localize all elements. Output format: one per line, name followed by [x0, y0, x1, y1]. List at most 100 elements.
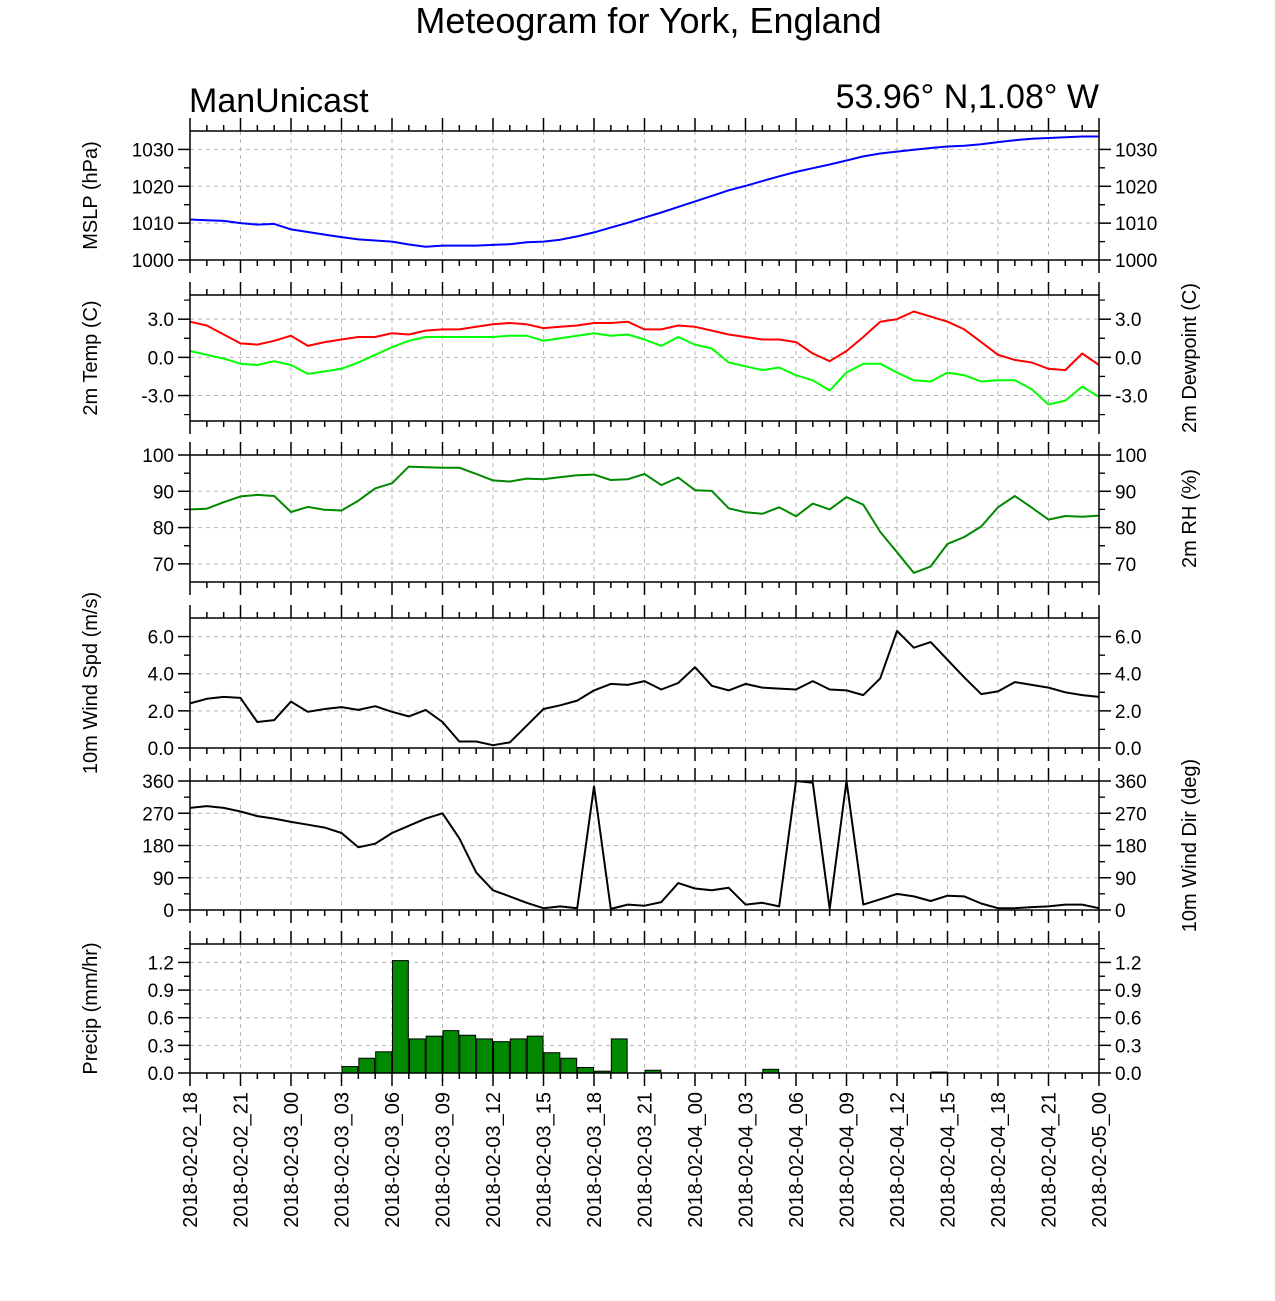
precip-bar — [610, 1038, 628, 1074]
precip-y-tick-label-right: 0.0 — [1115, 1064, 1141, 1085]
panel-wdir: 0 0 90 90 180 180 270 270 360 360 10m Wind Dir (de… — [142, 759, 1201, 932]
wdir-ylabel-right: 10m Wind Dir (deg) — [1179, 759, 1201, 932]
location-label: 53.96° N,1.08° W — [836, 78, 1099, 116]
rh-series-line-0 — [189, 465, 1100, 574]
mslp-y-tick-label-right: 1020 — [1115, 177, 1157, 198]
precip-ylabel-left: Precip (mm/hr) — [80, 942, 102, 1074]
wspd-y-tick-label-left: 6.0 — [148, 628, 174, 649]
x-tick-label: 2018-02-04_00 — [685, 1092, 707, 1228]
wspd-y-tick-label-left: 2.0 — [148, 702, 174, 723]
temp-y-tick-label-left: -3.0 — [141, 387, 174, 408]
rh-y-tick-label-right: 90 — [1115, 482, 1136, 503]
mslp-y-tick-label-left: 1000 — [132, 251, 174, 272]
wdir-y-tick-label-left: 180 — [142, 837, 174, 858]
x-tick-label: 2018-02-03_18 — [584, 1092, 606, 1228]
temp-y-tick-label-left: 3.0 — [148, 310, 174, 331]
precip-grid — [190, 944, 1099, 1073]
precip-bar — [543, 1052, 561, 1074]
wdir-y-tick-label-right: 180 — [1115, 837, 1147, 858]
precip-bar — [476, 1038, 493, 1074]
rh-y-tick-label-left: 100 — [142, 446, 174, 467]
rh-y-tick-label-left: 70 — [153, 555, 174, 576]
precip-bar — [577, 1066, 595, 1074]
precip-x-ticks — [189, 931, 1100, 1086]
x-tick-label: 2018-02-03_12 — [483, 1092, 505, 1228]
precip-y-tick-label-right: 1.2 — [1115, 953, 1141, 974]
temp-series-line-1 — [189, 332, 1100, 406]
x-tick-label: 2018-02-04_06 — [786, 1092, 808, 1228]
precip-y-tick-label-left: 0.0 — [148, 1064, 174, 1085]
temp-series-line-0 — [189, 310, 1100, 372]
x-tick-label: 2018-02-02_18 — [180, 1092, 202, 1228]
x-tick-label: 2018-02-03_15 — [534, 1092, 556, 1228]
x-tick-label: 2018-02-03_06 — [382, 1092, 404, 1228]
temp-grid — [190, 295, 1099, 421]
mslp-grid — [190, 131, 1099, 260]
mslp-y-tick-label-left: 1020 — [132, 177, 174, 198]
x-tick-label: 2018-02-03_09 — [433, 1092, 455, 1228]
x-tick-label: 2018-02-04_03 — [736, 1092, 758, 1228]
temp-y-tick-label-left: 0.0 — [148, 348, 174, 369]
wspd-y-tick-label-right: 2.0 — [1115, 702, 1141, 723]
x-tick-label: 2018-02-04_21 — [1039, 1092, 1061, 1228]
wdir-y-tick-label-right: 90 — [1115, 869, 1136, 890]
x-tick-label: 2018-02-04_09 — [837, 1092, 859, 1228]
precip-bar — [392, 960, 409, 1074]
x-tick-label: 2018-02-03_21 — [635, 1092, 657, 1228]
wdir-y-tick-label-right: 0 — [1115, 901, 1126, 922]
wdir-grid — [190, 781, 1099, 910]
x-tick-label: 2018-02-03_00 — [281, 1092, 303, 1228]
precip-y-tick-label-right: 0.9 — [1115, 981, 1141, 1002]
x-tick-label: 2018-02-04_18 — [988, 1092, 1010, 1228]
wdir-y-tick-label-left: 0 — [163, 901, 174, 922]
x-tick-label: 2018-02-02_21 — [231, 1092, 253, 1228]
precip-bar — [341, 1066, 359, 1074]
x-tick-label: 2018-02-03_03 — [332, 1092, 354, 1228]
mslp-y-tick-label-right: 1000 — [1115, 251, 1157, 272]
precip-y-tick-label-left: 1.2 — [148, 953, 174, 974]
wdir-y-tick-label-left: 360 — [142, 772, 174, 793]
precip-y-tick-label-left: 0.9 — [148, 981, 174, 1002]
wdir-y-tick-label-right: 270 — [1115, 804, 1147, 825]
precip-y-tick-label-left: 0.6 — [148, 1009, 174, 1030]
precip-y-tick-label-left: 0.3 — [148, 1036, 174, 1057]
precip-bar — [459, 1034, 477, 1074]
mslp-series-line-0 — [189, 135, 1099, 248]
precip-bar — [375, 1051, 392, 1074]
wspd-x-ticks — [189, 605, 1100, 761]
precip-bar — [509, 1038, 527, 1074]
wdir-x-ticks — [189, 768, 1100, 923]
temp-y-tick-label-right: 3.0 — [1115, 310, 1141, 331]
precip-bar — [560, 1057, 578, 1074]
wspd-y-tick-label-left: 0.0 — [148, 739, 174, 760]
wdir-y-tick-label-left: 90 — [153, 869, 174, 890]
model-label: ManUnicast — [189, 82, 369, 120]
x-tick-label: 2018-02-04_12 — [887, 1092, 909, 1228]
rh-y-tick-label-right: 80 — [1115, 519, 1136, 540]
panel-temp: -3.0 -3.0 0.0 0.0 3.0 3.0 2m Temp (C) 2m Dewpoi… — [80, 282, 1201, 434]
precip-bar — [425, 1035, 443, 1074]
precip-y-tick-label-right: 0.6 — [1115, 1009, 1141, 1030]
wspd-y-tick-label-right: 0.0 — [1115, 739, 1141, 760]
temp-ylabel-right: 2m Dewpoint (C) — [1179, 283, 1201, 433]
mslp-y-tick-label-right: 1010 — [1115, 214, 1157, 235]
wspd-ylabel-left: 10m Wind Spd (m/s) — [80, 592, 102, 774]
mslp-y-tick-label-right: 1030 — [1115, 140, 1157, 161]
wdir-y-tick-label-right: 360 — [1115, 772, 1147, 793]
wspd-y-tick-label-left: 4.0 — [148, 665, 174, 686]
panel-rh: 70 70 80 80 90 90 100 100 2m RH (%) — [142, 442, 1201, 595]
precip-bar — [442, 1030, 460, 1074]
wspd-grid — [190, 618, 1099, 748]
precip-bar — [526, 1035, 544, 1074]
precip-bar — [408, 1038, 426, 1074]
precip-bar — [358, 1057, 376, 1074]
wspd-y-tick-label-right: 4.0 — [1115, 665, 1141, 686]
wdir-y-tick-label-left: 270 — [142, 804, 174, 825]
wspd-series-line-0 — [189, 630, 1100, 747]
temp-y-tick-label-right: 0.0 — [1115, 348, 1141, 369]
wdir-series-line-0 — [189, 780, 1100, 910]
mslp-y-tick-label-left: 1030 — [132, 140, 174, 161]
temp-x-ticks — [189, 282, 1100, 434]
mslp-y-tick-label-left: 1010 — [132, 214, 174, 235]
